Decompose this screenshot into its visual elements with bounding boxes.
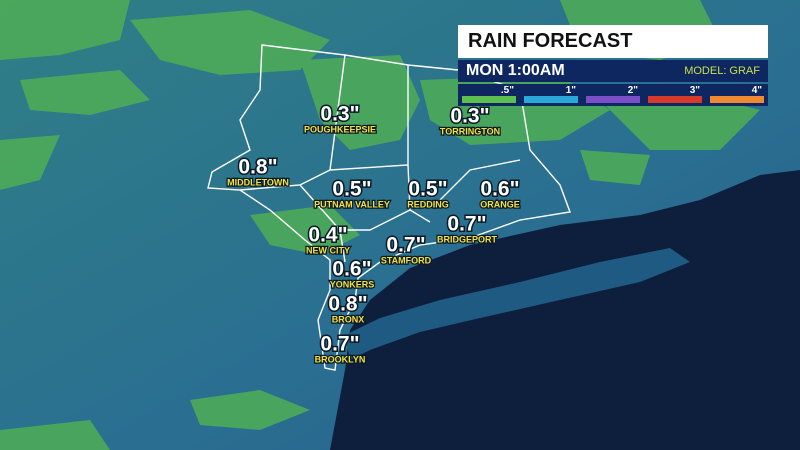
rain-amount: 0.8" [328,293,367,316]
rain-amount: 0.7" [386,234,425,257]
rain-amount: 0.3" [320,103,359,126]
legend-item: .5" [458,84,520,106]
time-bar: MON 1:00AM MODEL: GRAF [458,60,768,82]
rain-amount: 0.6" [332,258,371,281]
ocean [330,170,800,450]
legend-item: 4" [706,84,768,106]
legend-label: 3" [689,85,700,96]
legend-item: 1" [520,84,582,106]
city-name: TORRINGTON [440,126,500,136]
rain-amount: 0.8" [238,156,277,179]
city-name: BRONX [332,314,365,324]
legend-swatch [648,96,702,103]
rain-amount: 0.6" [480,178,519,201]
legend-label: .5" [500,85,514,96]
city-name: POUGHKEEPSIE [304,124,376,134]
legend-swatch [462,96,516,103]
city-name: ORANGE [480,199,520,209]
city-name: NEW CITY [306,245,350,255]
city-name: YONKERS [330,279,375,289]
rain-amount: 0.7" [447,213,486,236]
legend-item: 2" [582,84,644,106]
model: MODEL: GRAF [684,65,760,77]
city-name: REDDING [407,199,449,209]
legend-label: 2" [627,85,638,96]
legend-swatch [586,96,640,103]
city-name: PUTNAM VALLEY [314,199,390,209]
city-name: STAMFORD [381,255,432,265]
county-borders [207,44,571,371]
long-island [345,248,690,360]
rain-amount: 0.5" [408,178,447,201]
title: RAIN FORECAST [468,30,633,52]
rain-amount: 0.5" [332,178,371,201]
rain-amount: 0.4" [308,224,347,247]
rain-amount: 0.7" [320,333,359,356]
rain-amount: 0.3" [450,105,489,128]
city-name: BRIDGEPORT [437,234,498,244]
legend-label: 1" [565,85,576,96]
legend-item: 3" [644,84,706,106]
city-name: BROOKLYN [315,354,366,364]
time: MON 1:00AM [466,62,565,79]
legend-swatch [710,96,764,103]
title-panel: RAIN FORECAST [458,25,768,58]
legend: .5" 1" 2" 3" 4" [458,84,768,106]
city-name: MIDDLETOWN [227,177,289,187]
legend-swatch [524,96,578,103]
legend-label: 4" [751,85,762,96]
